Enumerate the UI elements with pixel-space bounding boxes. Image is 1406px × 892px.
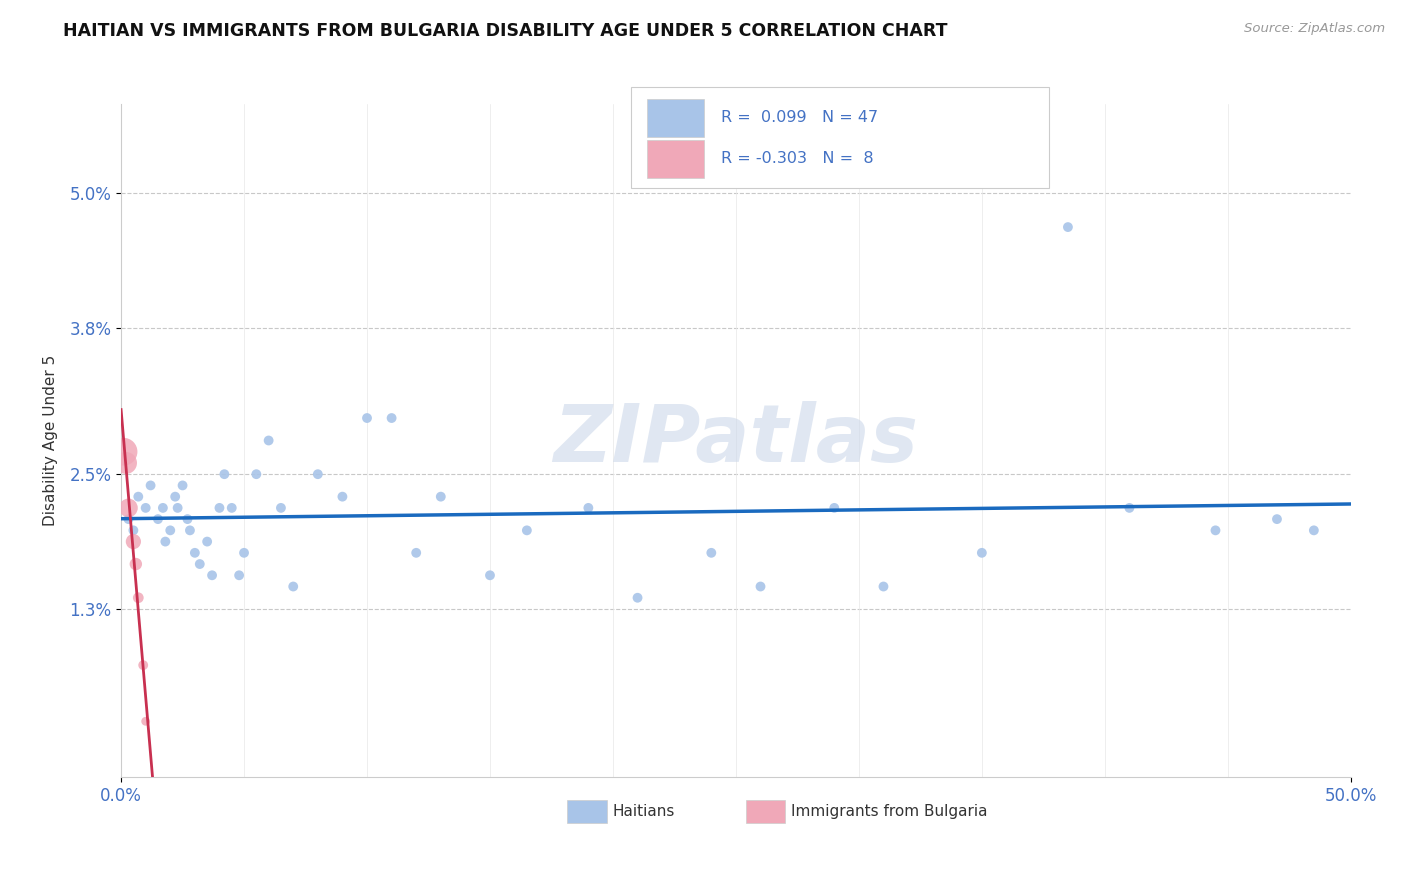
FancyBboxPatch shape	[745, 800, 785, 822]
Point	[135, 500, 157, 515]
Point	[245, 467, 267, 482]
Point	[478, 568, 501, 582]
Point	[283, 580, 305, 594]
Text: Immigrants from Bulgaria: Immigrants from Bulgaria	[792, 804, 988, 819]
Point	[214, 467, 236, 482]
Point	[146, 512, 169, 526]
Text: HAITIAN VS IMMIGRANTS FROM BULGARIA DISABILITY AGE UNDER 5 CORRELATION CHART: HAITIAN VS IMMIGRANTS FROM BULGARIA DISA…	[63, 22, 948, 40]
Point	[700, 546, 723, 560]
Point	[872, 580, 894, 594]
Point	[1118, 500, 1140, 515]
Point	[257, 434, 280, 448]
Point	[516, 524, 538, 538]
Point	[155, 534, 177, 549]
Text: R = -0.303   N =  8: R = -0.303 N = 8	[721, 151, 873, 166]
Point	[626, 591, 648, 605]
Point	[127, 490, 149, 504]
Point	[112, 444, 135, 458]
Point	[405, 546, 427, 560]
Text: R =  0.099   N = 47: R = 0.099 N = 47	[721, 111, 879, 125]
Point	[184, 546, 207, 560]
Point	[356, 411, 378, 425]
Point	[188, 557, 211, 571]
Point	[139, 478, 162, 492]
Point	[172, 478, 194, 492]
Point	[132, 658, 155, 673]
Text: Source: ZipAtlas.com: Source: ZipAtlas.com	[1244, 22, 1385, 36]
Point	[1205, 524, 1227, 538]
Point	[125, 557, 148, 571]
Point	[221, 500, 243, 515]
Point	[749, 580, 772, 594]
FancyBboxPatch shape	[647, 140, 704, 178]
Point	[117, 500, 139, 515]
Point	[152, 500, 174, 515]
Point	[166, 500, 188, 515]
Point	[332, 490, 354, 504]
FancyBboxPatch shape	[647, 100, 704, 137]
Point	[1057, 220, 1080, 235]
FancyBboxPatch shape	[568, 800, 607, 822]
Point	[201, 568, 224, 582]
Point	[823, 500, 845, 515]
Point	[430, 490, 453, 504]
Point	[176, 512, 198, 526]
Point	[195, 534, 218, 549]
Point	[179, 524, 201, 538]
Point	[970, 546, 993, 560]
Point	[115, 456, 138, 470]
Point	[165, 490, 187, 504]
Point	[122, 524, 145, 538]
Point	[270, 500, 292, 515]
Point	[228, 568, 250, 582]
Point	[307, 467, 329, 482]
Text: Haitians: Haitians	[613, 804, 675, 819]
Point	[208, 500, 231, 515]
Point	[159, 524, 181, 538]
Point	[381, 411, 404, 425]
Point	[122, 534, 145, 549]
Point	[233, 546, 256, 560]
Text: ZIPatlas: ZIPatlas	[554, 401, 918, 480]
Y-axis label: Disability Age Under 5: Disability Age Under 5	[44, 355, 58, 526]
Point	[135, 714, 157, 729]
Point	[1265, 512, 1288, 526]
FancyBboxPatch shape	[631, 87, 1049, 188]
Point	[576, 500, 599, 515]
Point	[1302, 524, 1324, 538]
Point	[117, 512, 139, 526]
Point	[127, 591, 149, 605]
